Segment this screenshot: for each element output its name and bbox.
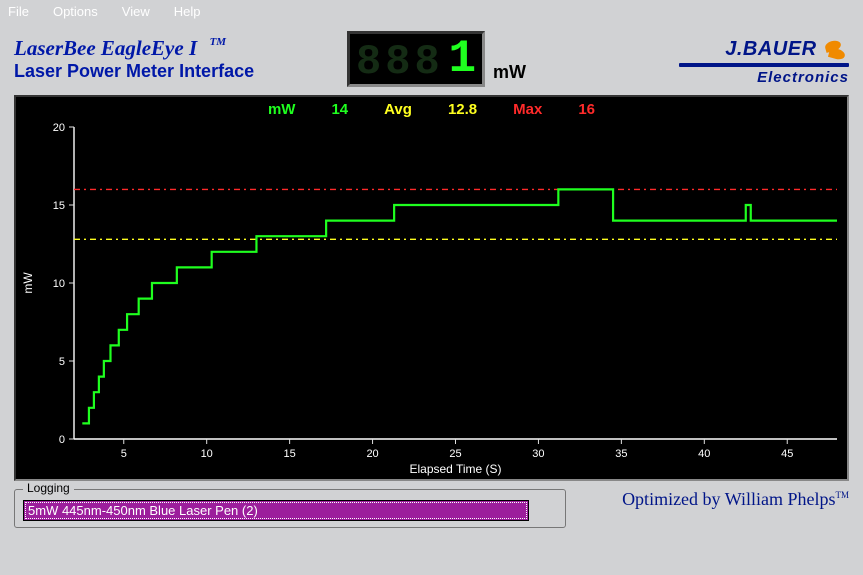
menu-options[interactable]: Options (53, 4, 98, 19)
credit-main: Optimized by William Phelps (622, 489, 835, 509)
logging-legend: Logging (23, 481, 74, 495)
logo-divider (679, 63, 849, 67)
app-subtitle: Laser Power Meter Interface (14, 61, 254, 82)
logo-sub: Electronics (619, 69, 849, 86)
lcd-dim-segments: 888 (356, 38, 444, 86)
svg-text:20: 20 (53, 122, 65, 134)
svg-text:45: 45 (781, 448, 793, 460)
logo-swirl-icon (821, 39, 849, 61)
logging-group: Logging (14, 489, 566, 528)
svg-text:40: 40 (698, 448, 710, 460)
chart-stats: mW 14 Avg 12.8 Max 16 (16, 97, 847, 118)
credit-tm: TM (836, 490, 850, 500)
stat-avg-label: Avg (384, 101, 412, 118)
menu-bar: File Options View Help (0, 0, 863, 23)
svg-text:10: 10 (53, 278, 65, 290)
lcd-reading: 1 (448, 33, 476, 85)
menu-file[interactable]: File (8, 4, 29, 19)
header: LaserBee EagleEye I TM Laser Power Meter… (0, 23, 863, 95)
svg-text:0: 0 (59, 434, 65, 446)
svg-text:5: 5 (121, 448, 127, 460)
power-chart: 0 5 10 15 20 5 10 15 20 25 30 35 40 45 Elapsed Time (S… (16, 119, 849, 479)
menu-view[interactable]: View (122, 4, 150, 19)
chart-panel: mW 14 Avg 12.8 Max 16 0 5 10 15 20 5 10 15 20 25 3… (14, 95, 849, 481)
svg-text:15: 15 (53, 200, 65, 212)
credit-text: Optimized by William PhelpsTM (622, 489, 849, 510)
lcd-display: 888 1 (347, 31, 485, 87)
stat-max-label: Max (513, 101, 542, 118)
title-line1: LaserBee EagleEye I (14, 36, 197, 60)
svg-text:Elapsed Time (S): Elapsed Time (S) (409, 462, 501, 476)
svg-text:5: 5 (59, 356, 65, 368)
logging-input[interactable] (23, 500, 529, 521)
app-title: LaserBee EagleEye I TM (14, 36, 254, 61)
stat-avg-value: 12.8 (448, 101, 477, 118)
title-block: LaserBee EagleEye I TM Laser Power Meter… (14, 36, 254, 82)
title-tm: TM (210, 36, 227, 48)
svg-text:25: 25 (449, 448, 461, 460)
stat-mw-label: mW (268, 101, 296, 118)
svg-text:30: 30 (532, 448, 544, 460)
stat-max-value: 16 (578, 101, 595, 118)
logo-top: J.BAUER (725, 38, 816, 60)
svg-text:35: 35 (615, 448, 627, 460)
svg-text:15: 15 (284, 448, 296, 460)
bottom-row: Logging Optimized by William PhelpsTM (14, 489, 849, 528)
svg-text:10: 10 (201, 448, 213, 460)
svg-text:20: 20 (366, 448, 378, 460)
menu-help[interactable]: Help (174, 4, 201, 19)
svg-text:mW: mW (21, 272, 35, 294)
stat-mw-value: 14 (331, 101, 348, 118)
brand-logo: J.BAUER Electronics (619, 32, 849, 87)
lcd-unit: mW (493, 62, 526, 83)
lcd-display-wrap: 888 1 mW (347, 31, 526, 87)
